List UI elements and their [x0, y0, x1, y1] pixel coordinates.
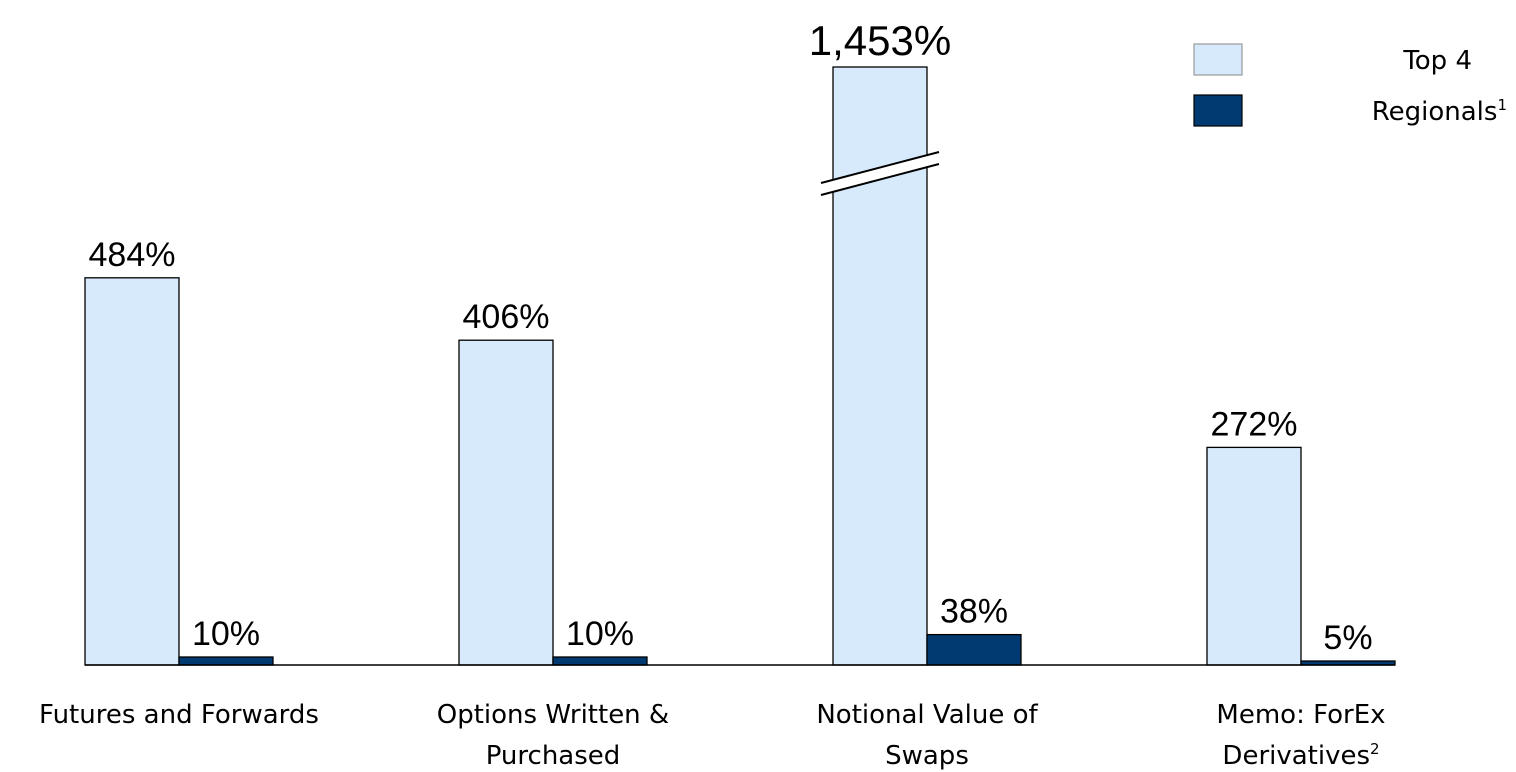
axis-break-line-upper [820, 151, 940, 184]
value-label-regionals-3: 5% [1323, 619, 1372, 657]
bars-layer [84, 66, 1396, 666]
value-labels-layer: 484% 10% 406% 10% 1,453% 38% 272% 5% [89, 17, 1373, 657]
category-labels-layer: Futures and Forwards Options Written & Pur… [39, 700, 1386, 771]
legend-swatch-top4 [1193, 43, 1243, 76]
value-label-regionals-0: 10% [192, 615, 260, 653]
bar-top4-0 [84, 277, 180, 666]
bar-top4-2 [832, 66, 928, 666]
value-label-top4-1: 406% [463, 298, 550, 336]
legend-label-regionals: Regionals1 [1372, 96, 1507, 127]
bar-regionals-2 [926, 633, 1022, 666]
legend-label-top4: Top 4 [1402, 46, 1472, 76]
legend-swatch-regionals [1193, 94, 1243, 127]
value-label-top4-2: 1,453% [809, 17, 951, 64]
category-label-1-line-0: Options Written & [437, 700, 669, 730]
category-label-0-line-0: Futures and Forwards [39, 700, 319, 730]
axis-break-gap [821, 152, 939, 195]
category-label-1-line-1: Purchased [486, 741, 621, 771]
bar-regionals-0 [178, 656, 274, 666]
footnote-marker: 2 [1370, 740, 1380, 758]
axis-break-line-lower [820, 163, 940, 196]
footnote-marker: 1 [1497, 96, 1507, 114]
bar-top4-1 [458, 339, 554, 666]
value-label-top4-0: 484% [89, 236, 176, 274]
value-label-top4-3: 272% [1211, 405, 1298, 443]
legend: Top 4 Regionals1 [1193, 43, 1507, 127]
value-label-regionals-1: 10% [566, 615, 634, 653]
category-label-3-line-0: Memo: ForEx [1216, 700, 1385, 730]
category-label-3-line-1: Derivatives2 [1222, 740, 1379, 771]
category-label-2-line-0: Notional Value of [816, 700, 1038, 730]
bar-regionals-1 [552, 656, 648, 666]
category-label-2-line-1: Swaps [885, 741, 969, 771]
value-label-regionals-2: 38% [940, 593, 1008, 631]
bar-top4-3 [1206, 446, 1302, 666]
